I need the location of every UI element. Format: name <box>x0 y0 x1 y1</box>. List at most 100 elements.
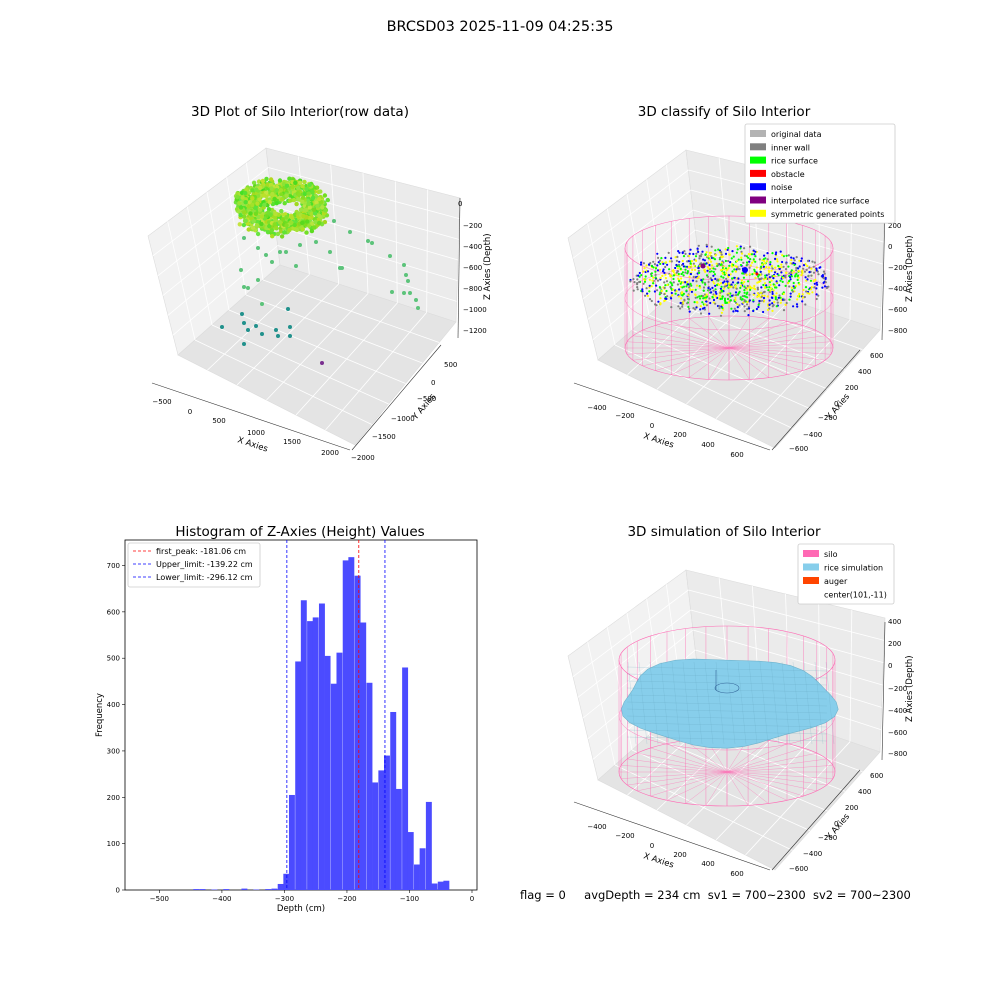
classified-point <box>660 292 663 295</box>
classified-point <box>687 265 690 269</box>
classified-point <box>650 274 653 277</box>
classified-point <box>818 266 821 269</box>
grid-line <box>582 209 694 300</box>
raw-point <box>267 199 272 205</box>
classified-point <box>782 309 786 312</box>
classified-point <box>689 262 692 265</box>
silo-spoke <box>685 740 728 773</box>
classified-point <box>766 308 770 311</box>
z-tick-label: −600 <box>888 729 907 737</box>
classified-point <box>725 277 728 280</box>
classified-point <box>762 258 765 261</box>
raw-point <box>268 177 274 182</box>
classified-point <box>677 305 680 308</box>
classified-point <box>732 286 735 289</box>
classified-point <box>785 262 788 265</box>
classified-point <box>666 295 669 298</box>
rice-simulation-surface <box>621 658 839 749</box>
classified-point <box>782 255 786 258</box>
classified-point <box>790 256 793 259</box>
classified-point <box>745 292 748 296</box>
classified-point <box>724 301 727 304</box>
classified-point <box>812 265 815 268</box>
classified-point <box>682 285 686 288</box>
x-tick-label: 200 <box>673 851 686 859</box>
classified-point <box>729 261 732 264</box>
classified-point <box>645 264 648 267</box>
raw-point <box>312 211 318 216</box>
classified-point <box>784 274 787 277</box>
classified-point <box>732 310 735 313</box>
classified-point <box>779 279 782 282</box>
classified-point <box>727 282 730 285</box>
classified-point <box>657 300 660 303</box>
classified-point <box>712 267 715 270</box>
classified-point <box>682 292 686 295</box>
silo-spoke <box>666 771 728 801</box>
raw-point <box>240 312 244 316</box>
grid-line <box>277 245 457 302</box>
classified-point <box>688 252 691 255</box>
classified-point <box>696 296 699 299</box>
classified-point <box>708 263 711 267</box>
classified-point <box>743 310 746 313</box>
classified-point <box>692 275 695 279</box>
classified-point <box>644 294 647 297</box>
classified-point <box>815 269 818 272</box>
x-axis-label: X Axies <box>236 435 269 454</box>
classified-point <box>704 283 707 286</box>
classified-point <box>765 286 768 289</box>
grid-line <box>245 294 423 364</box>
classified-point <box>797 274 800 277</box>
raw-point <box>388 254 392 258</box>
y-tick-label: −1500 <box>372 433 396 441</box>
classified-point <box>724 252 728 255</box>
legend-swatch <box>750 183 766 191</box>
classified-point <box>780 271 783 274</box>
classified-point <box>718 294 721 297</box>
silo-spoke <box>655 325 730 349</box>
raw-point <box>265 230 271 235</box>
classified-point <box>808 271 811 274</box>
classified-point <box>809 279 813 282</box>
classified-point <box>710 279 714 282</box>
classified-point <box>664 284 667 287</box>
classified-point <box>690 260 694 263</box>
mesh-line <box>626 722 828 728</box>
silo-spoke <box>637 752 728 773</box>
classified-point <box>816 283 819 286</box>
classified-point <box>731 294 734 297</box>
silo-spoke <box>726 740 769 773</box>
silo-spoke <box>626 341 730 349</box>
classified-point <box>763 262 767 265</box>
raw-point <box>243 218 248 223</box>
classified-point <box>754 250 757 253</box>
classified-point <box>719 314 723 317</box>
classified-point <box>629 280 632 283</box>
raw-point <box>294 201 299 207</box>
classified-point <box>734 298 737 302</box>
classified-point <box>687 305 690 308</box>
legend-swatch <box>750 196 766 204</box>
raw-point <box>284 215 289 220</box>
classified-point <box>738 268 741 271</box>
raw-point <box>310 195 316 200</box>
classified-point <box>745 261 749 264</box>
raw-point <box>320 361 324 365</box>
histogram-bar <box>318 603 325 890</box>
histogram-bar <box>354 575 361 890</box>
classified-point <box>777 264 780 268</box>
classified-point <box>781 280 784 283</box>
classified-point <box>788 298 791 301</box>
x-tick-label: 500 <box>212 417 225 425</box>
raw-point <box>300 199 305 204</box>
histogram-title: Histogram of Z-Axies (Height) Values <box>175 524 424 540</box>
classified-point <box>719 291 722 294</box>
raw-point <box>246 204 251 209</box>
classified-point <box>740 256 743 259</box>
raw-point <box>270 260 274 264</box>
classified-point <box>694 308 697 311</box>
classified-point <box>708 297 711 300</box>
classified-point <box>672 270 675 274</box>
classified-point <box>797 269 800 273</box>
